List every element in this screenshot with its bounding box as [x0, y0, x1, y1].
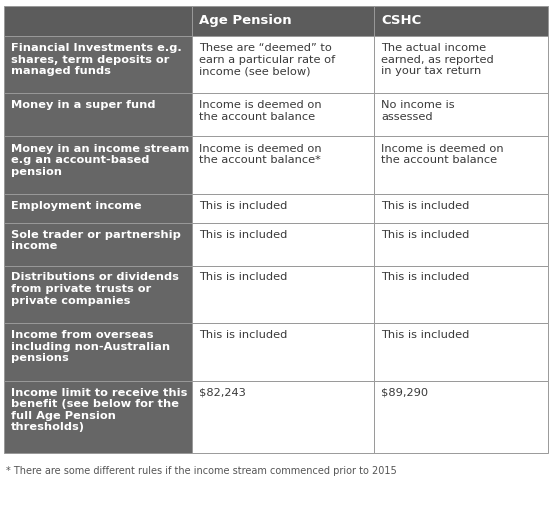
- Text: This is included: This is included: [199, 230, 287, 240]
- Text: $89,290: $89,290: [381, 387, 428, 397]
- Bar: [4, 381, 192, 453]
- Bar: [192, 6, 374, 36]
- Text: This is included: This is included: [381, 201, 469, 211]
- Text: Income is deemed on
the account balance: Income is deemed on the account balance: [381, 144, 503, 165]
- Text: This is included: This is included: [381, 330, 469, 340]
- Bar: [4, 323, 192, 381]
- Bar: [192, 381, 374, 453]
- Text: Income is deemed on
the account balance*: Income is deemed on the account balance*: [199, 144, 321, 165]
- Bar: [192, 93, 374, 136]
- Bar: [192, 194, 374, 222]
- Text: This is included: This is included: [199, 201, 287, 211]
- Text: Employment income: Employment income: [11, 201, 142, 211]
- Bar: [4, 266, 192, 323]
- Text: This is included: This is included: [199, 330, 287, 340]
- Bar: [374, 266, 548, 323]
- Text: This is included: This is included: [381, 230, 469, 240]
- Bar: [374, 136, 548, 194]
- Text: Sole trader or partnership
income: Sole trader or partnership income: [11, 230, 181, 251]
- Text: $82,243: $82,243: [199, 387, 246, 397]
- Bar: [4, 136, 192, 194]
- Bar: [192, 36, 374, 93]
- Text: These are “deemed” to
earn a particular rate of
income (see below): These are “deemed” to earn a particular …: [199, 43, 335, 76]
- Bar: [4, 6, 192, 36]
- Bar: [192, 222, 374, 266]
- Text: This is included: This is included: [199, 272, 287, 282]
- Text: Age Pension: Age Pension: [199, 14, 291, 27]
- Bar: [374, 222, 548, 266]
- Text: * There are some different rules if the income stream commenced prior to 2015: * There are some different rules if the …: [6, 467, 397, 477]
- Bar: [4, 194, 192, 222]
- Bar: [4, 93, 192, 136]
- Bar: [374, 323, 548, 381]
- Bar: [192, 266, 374, 323]
- Bar: [4, 36, 192, 93]
- Text: Distributions or dividends
from private trusts or
private companies: Distributions or dividends from private …: [11, 272, 179, 306]
- Bar: [374, 93, 548, 136]
- Bar: [192, 323, 374, 381]
- Text: Income from overseas
including non-Australian
pensions: Income from overseas including non-Austr…: [11, 330, 170, 363]
- Text: No income is
assessed: No income is assessed: [381, 101, 454, 122]
- Text: CSHC: CSHC: [381, 14, 421, 27]
- Text: Financial Investments e.g.
shares, term deposits or
managed funds: Financial Investments e.g. shares, term …: [11, 43, 182, 76]
- Text: Money in a super fund: Money in a super fund: [11, 101, 156, 111]
- Text: Income is deemed on
the account balance: Income is deemed on the account balance: [199, 101, 321, 122]
- Text: Money in an income stream
e.g an account-based
pension: Money in an income stream e.g an account…: [11, 144, 189, 177]
- Bar: [374, 194, 548, 222]
- Text: The actual income
earned, as reported
in your tax return: The actual income earned, as reported in…: [381, 43, 493, 76]
- Bar: [374, 381, 548, 453]
- Text: This is included: This is included: [381, 272, 469, 282]
- Bar: [374, 6, 548, 36]
- Text: Income limit to receive this
benefit (see below for the
full Age Pension
thresho: Income limit to receive this benefit (se…: [11, 387, 187, 432]
- Bar: [4, 222, 192, 266]
- Bar: [192, 136, 374, 194]
- Bar: [374, 36, 548, 93]
